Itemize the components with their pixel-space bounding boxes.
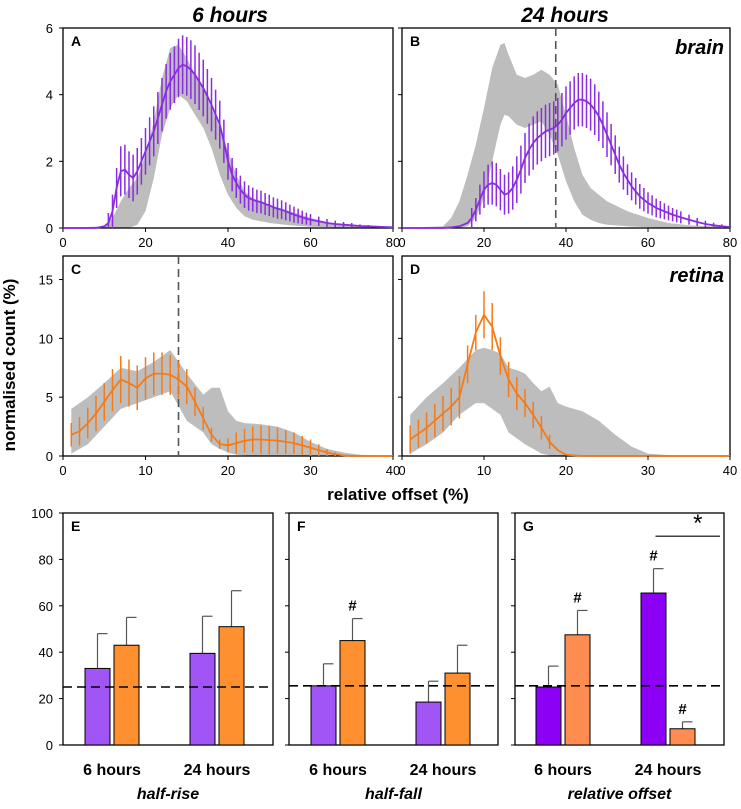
significance-star-g: * [693, 510, 702, 537]
category-label-f: 24 hours [410, 762, 477, 779]
bar-f-brain [415, 701, 442, 746]
category-label-g: 24 hours [635, 762, 702, 779]
panel-c: 0 10 20 30 40 0 5 10 15 C [39, 255, 400, 478]
category-label-g: 6 hours [534, 762, 592, 779]
annotation-mark-g: # [678, 701, 687, 718]
plot-frame-e [62, 512, 274, 746]
y-tick-label-e: 0 [46, 738, 53, 753]
confidence-band-a [63, 44, 393, 229]
x-tick-label-d: 40 [723, 463, 737, 478]
row-label-b: brain [675, 37, 724, 59]
x-tick-label-b: 40 [559, 235, 573, 250]
category-label-e: 6 hours [83, 762, 141, 779]
x-tick-label-d: 10 [477, 463, 491, 478]
y-tick-label-e: 80 [39, 552, 53, 567]
group-label-g: relative offset [568, 786, 672, 803]
x-axis-label: relative offset (%) [327, 485, 469, 504]
row-label-d: retina [670, 265, 724, 287]
y-tick-label-a: 4 [46, 88, 53, 103]
x-tick-label-b: 80 [723, 235, 737, 250]
bar-g-retina [564, 634, 591, 746]
x-tick-label-d: 0 [398, 463, 405, 478]
y-tick-label-e: 40 [39, 645, 53, 660]
annotation-mark-g: # [573, 589, 582, 606]
group-label-e: half-rise [137, 786, 199, 803]
plot-frame-f [288, 512, 499, 746]
annotation-mark-g: # [649, 548, 658, 565]
bar-e-brain [189, 652, 216, 746]
y-tick-label-c: 5 [46, 390, 53, 405]
bar-f-retina [339, 640, 366, 746]
confidence-band-c [71, 350, 394, 456]
y-tick-label-e: 60 [39, 599, 53, 614]
col-title-24h: 24 hours [520, 4, 609, 27]
x-tick-label-c: 30 [303, 463, 317, 478]
panel-letter-f: F [297, 518, 306, 534]
x-tick-label-b: 60 [641, 235, 655, 250]
panel-letter-c: C [71, 261, 81, 277]
x-tick-label-d: 30 [641, 463, 655, 478]
category-label-f: 6 hours [309, 762, 367, 779]
panel-letter-b: B [410, 33, 420, 49]
y-tick-label-a: 6 [46, 21, 53, 36]
x-tick-label-a: 0 [59, 235, 66, 250]
panel-letter-a: A [71, 33, 81, 49]
bar-e-retina [218, 626, 245, 746]
bar-g-brain [640, 592, 667, 746]
x-tick-label-a: 20 [138, 235, 152, 250]
plot-frame-g [514, 512, 725, 746]
category-label-e: 24 hours [184, 762, 251, 779]
col-title-6h: 6 hours [192, 4, 268, 27]
y-tick-label-e: 20 [39, 692, 53, 707]
annotation-mark-f: # [348, 598, 357, 615]
x-tick-label-b: 20 [477, 235, 491, 250]
x-tick-label-c: 20 [221, 463, 235, 478]
x-tick-label-b: 0 [398, 235, 405, 250]
panel-letter-g: G [523, 518, 534, 534]
bar-e-retina [113, 644, 140, 746]
bar-g-brain [535, 686, 562, 746]
y-tick-label-e: 100 [31, 506, 53, 521]
x-tick-label-a: 60 [303, 235, 317, 250]
panel-letter-d: D [410, 261, 420, 277]
bar-g-retina [669, 728, 696, 746]
series-line-d [409, 312, 730, 457]
bar-e-brain [84, 667, 111, 746]
bar-f-brain [310, 685, 337, 746]
y-tick-label-a: 2 [46, 154, 53, 169]
panel-d: 0 10 20 30 40 D retina [398, 255, 737, 478]
x-tick-label-d: 20 [559, 463, 573, 478]
group-label-f: half-fall [365, 786, 422, 803]
y-tick-label-c: 15 [39, 273, 53, 288]
x-tick-label-a: 40 [221, 235, 235, 250]
y-tick-label-c: 0 [46, 449, 53, 464]
series-line-c [70, 372, 393, 457]
y-tick-label-a: 0 [46, 221, 53, 236]
y-axis-label: normalised count (%) [0, 279, 19, 452]
panel-b: 0 20 40 60 80 B brain [398, 27, 737, 250]
x-tick-label-c: 0 [59, 463, 66, 478]
y-tick-label-c: 10 [39, 331, 53, 346]
x-tick-label-c: 40 [386, 463, 400, 478]
x-tick-label-a: 80 [386, 235, 400, 250]
x-tick-label-c: 10 [138, 463, 152, 478]
bar-f-retina [444, 672, 471, 746]
confidence-band-d [410, 347, 730, 456]
panel-a: 0 20 40 60 80 0 2 4 6 A [46, 21, 400, 250]
panel-letter-e: E [71, 518, 80, 534]
